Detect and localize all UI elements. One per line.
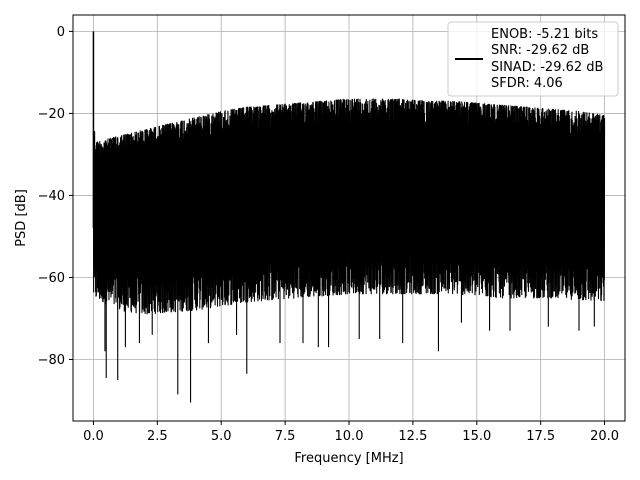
legend-label-enob: ENOB: -5.21 bits [491,27,598,42]
psd-series-line [92,98,606,403]
y-tick-label: −80 [38,353,65,368]
x-tick-label: 20.0 [590,429,619,444]
y-axis-ticks: 0 −20 −40 −60 −80 [38,25,73,368]
x-tick-label: 0.0 [83,429,104,444]
legend-label-sfdr: SFDR: 4.06 [491,76,563,91]
x-tick-label: 2.5 [147,429,168,444]
y-tick-label: −20 [38,107,65,122]
plot-data [92,31,606,403]
x-tick-label: 15.0 [462,429,491,444]
x-tick-label: 17.5 [526,429,555,444]
x-tick-label: 7.5 [275,429,296,444]
y-tick-label: 0 [57,25,65,40]
legend-label-sinad: SINAD: -29.62 dB [491,60,603,75]
x-axis-label: Frequency [MHz] [294,451,403,466]
legend-label-snr: SNR: -29.62 dB [491,43,589,58]
x-axis-ticks: 0.0 2.5 5.0 7.5 10.0 12.5 15.0 17.5 20.0 [83,421,619,444]
legend-box [447,21,619,97]
legend: ENOB: -5.21 bits SNR: -29.62 dB SINAD: -… [447,21,619,97]
y-axis-label: PSD [dB] [14,189,29,247]
y-tick-label: −40 [38,189,65,204]
y-tick-label: −60 [38,271,65,286]
x-tick-label: 10.0 [335,429,364,444]
x-tick-label: 12.5 [398,429,427,444]
x-tick-label: 5.0 [211,429,232,444]
